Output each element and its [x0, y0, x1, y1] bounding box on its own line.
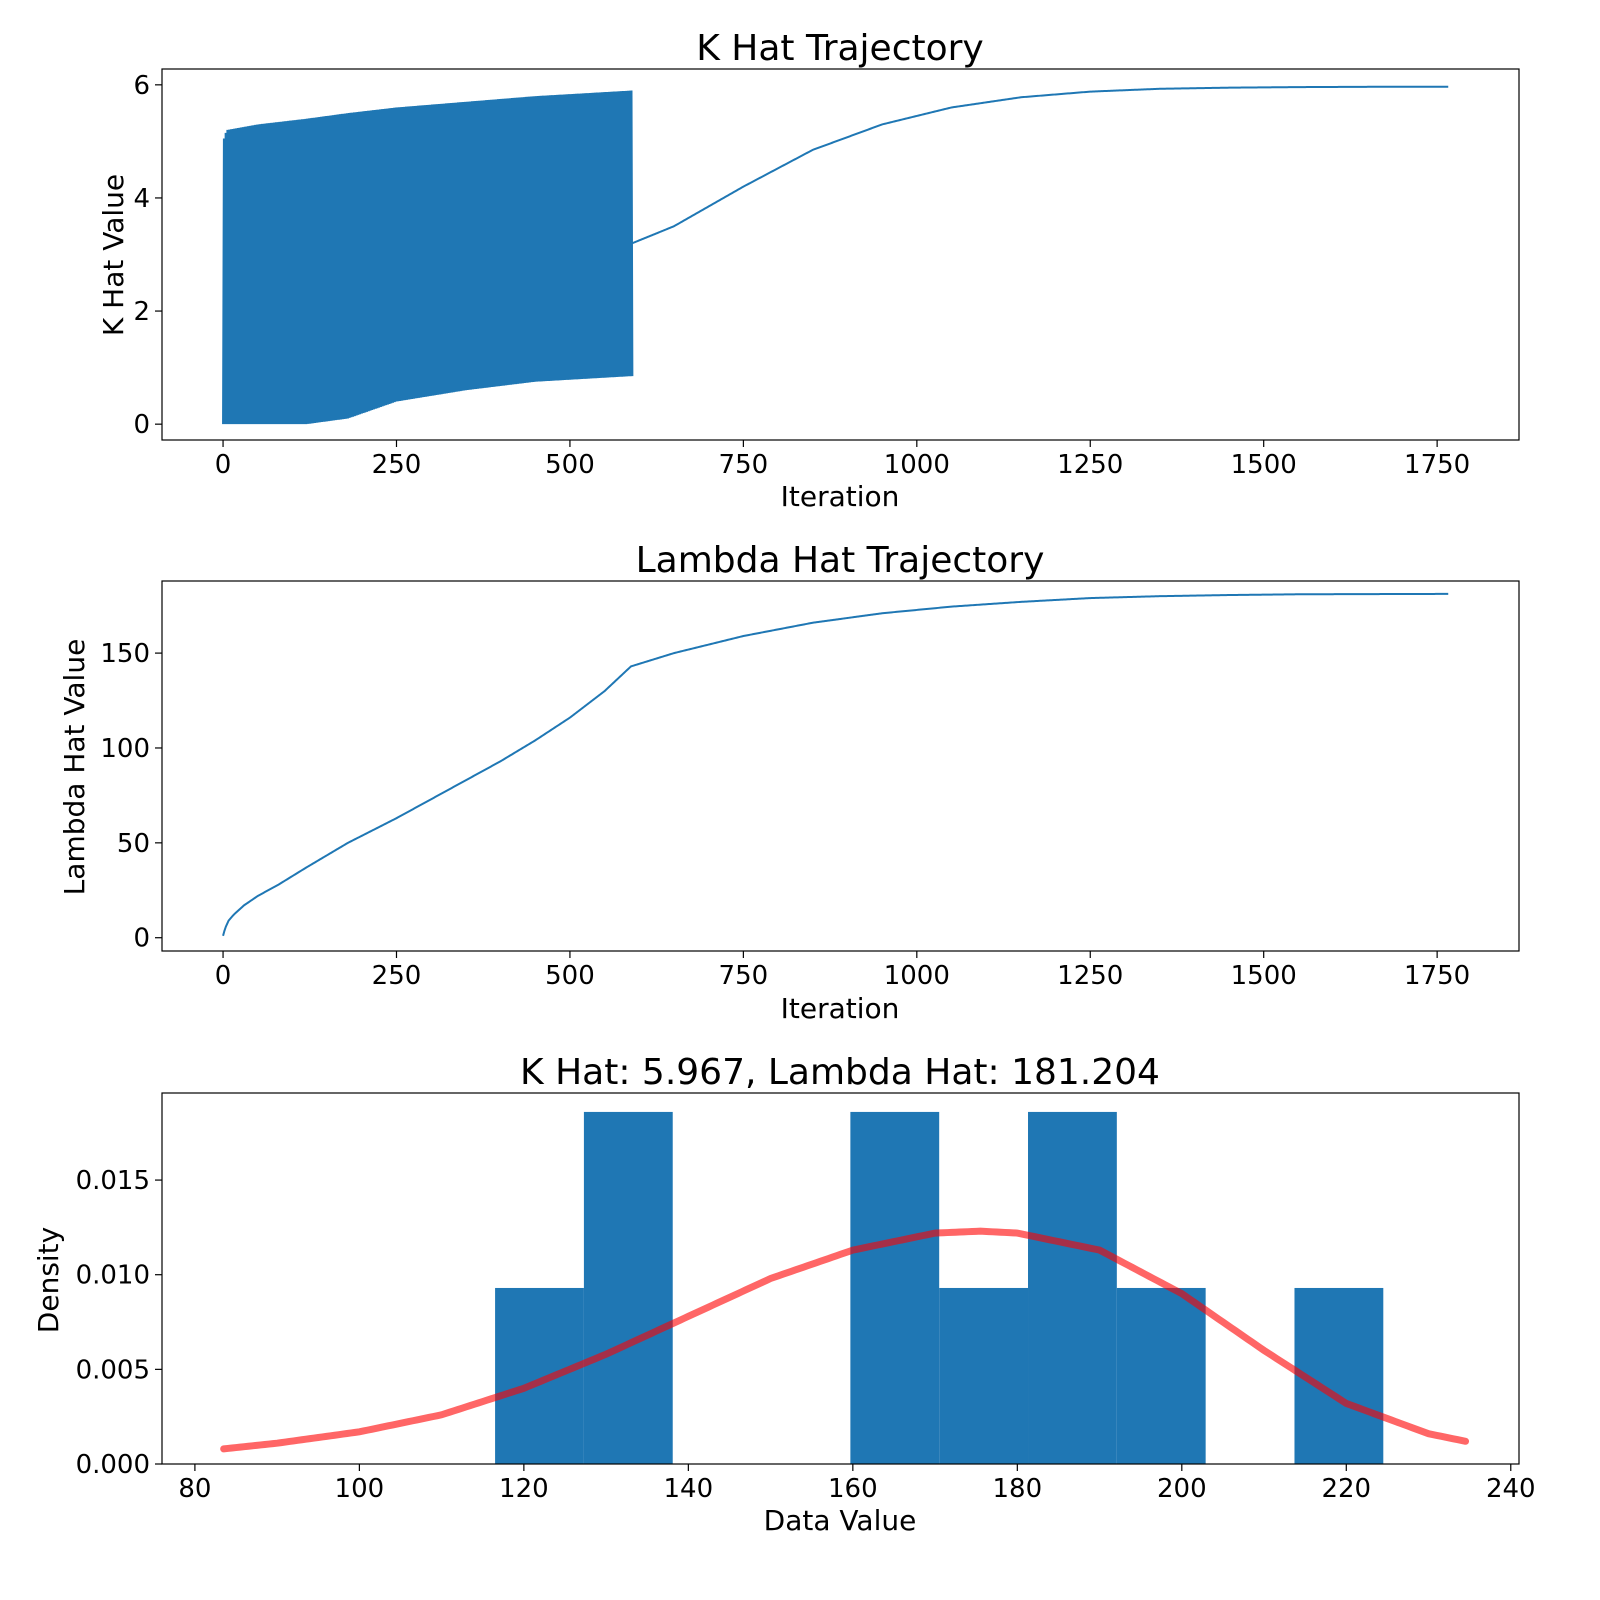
k-hat-y-tick-label: 2	[133, 297, 150, 327]
density-title: K Hat: 5.967, Lambda Hat: 181.204	[520, 1052, 1160, 1093]
lambda-hat-y-axis-label: Lambda Hat Value	[58, 639, 91, 896]
k-hat-x-tick-label: 500	[545, 450, 595, 480]
lambda-hat-series-line	[222, 592, 1449, 937]
k-hat-oscillation-line	[222, 90, 634, 425]
lambda-hat-x-tick-label: 250	[372, 961, 422, 991]
k-hat-axes-frame	[161, 68, 1520, 441]
density-x-tick-label: 180	[993, 1474, 1043, 1504]
k-hat-x-tick-label: 750	[719, 450, 769, 480]
histogram-bar	[850, 1111, 940, 1464]
density-x-tick-label: 200	[1157, 1474, 1207, 1504]
density-histogram-panel: K Hat: 5.967, Lambda Hat: 181.204 Data V…	[32, 1052, 1536, 1537]
lambda-hat-x-tick-label: 1000	[884, 961, 950, 991]
density-x-tick-label: 140	[664, 1474, 714, 1504]
k-hat-x-tick-label: 1250	[1057, 450, 1123, 480]
k-hat-x-tick-label: 250	[372, 450, 422, 480]
lambda-hat-x-tick-label: 500	[545, 961, 595, 991]
density-x-tick-label: 80	[178, 1474, 211, 1504]
lambda-hat-y-tick-label: 50	[117, 829, 150, 859]
histogram-bar	[1116, 1287, 1206, 1464]
density-x-tick-label: 220	[1321, 1474, 1371, 1504]
lambda-hat-trajectory-panel: Lambda Hat Trajectory Iteration Lambda H…	[58, 540, 1520, 1025]
k-hat-x-axis-label: Iteration	[781, 480, 900, 513]
lambda-hat-x-tick-label: 1750	[1404, 961, 1470, 991]
k-hat-y-axis-label: K Hat Value	[97, 174, 130, 336]
density-y-tick-label: 0.015	[76, 1166, 150, 1196]
density-x-axis-label: Data Value	[764, 1504, 917, 1537]
lambda-hat-plot-marks	[222, 592, 1449, 937]
histogram-bar	[939, 1287, 1029, 1464]
k-hat-y-tick-label: 4	[133, 184, 150, 214]
lambda-hat-title: Lambda Hat Trajectory	[636, 540, 1045, 581]
lambda-hat-y-tick-label: 0	[133, 924, 150, 954]
k-hat-y-tick-label: 6	[133, 71, 150, 101]
k-hat-x-tick-label: 0	[215, 450, 232, 480]
k-hat-y-tick-label: 0	[133, 410, 150, 440]
k-hat-title: K Hat Trajectory	[696, 28, 984, 69]
lambda-hat-x-tick-label: 0	[215, 961, 232, 991]
histogram-bar	[1028, 1111, 1117, 1464]
k-hat-x-tick-label: 1000	[884, 450, 950, 480]
density-axes-frame	[161, 1092, 1520, 1465]
lambda-hat-x-axis-label: Iteration	[781, 992, 900, 1025]
density-plot-marks	[220, 1111, 1470, 1464]
lambda-hat-axes-frame	[161, 580, 1520, 952]
pdf-curve-line	[220, 1227, 1470, 1453]
k-hat-x-tick-label: 1750	[1404, 450, 1470, 480]
density-x-tick-label: 120	[499, 1474, 549, 1504]
density-x-tick-label: 240	[1486, 1474, 1536, 1504]
density-y-axis-label: Density	[32, 1227, 65, 1333]
lambda-hat-y-tick-label: 100	[100, 734, 150, 764]
k-hat-x-tick-label: 1500	[1231, 450, 1297, 480]
lambda-hat-y-tick-label: 150	[100, 639, 150, 669]
density-y-tick-label: 0.010	[76, 1261, 150, 1291]
k-hat-plot-marks	[222, 85, 1449, 425]
density-y-tick-label: 0.005	[76, 1355, 150, 1385]
k-hat-convergence-line	[631, 85, 1449, 245]
density-x-tick-label: 160	[828, 1474, 878, 1504]
histogram-bar	[495, 1287, 584, 1464]
lambda-hat-x-tick-label: 1250	[1057, 961, 1123, 991]
density-y-tick-label: 0.000	[76, 1450, 150, 1480]
k-hat-trajectory-panel: K Hat Trajectory Iteration K Hat Value 0…	[97, 28, 1520, 513]
histogram-bar	[583, 1111, 673, 1464]
density-x-tick-label: 100	[335, 1474, 385, 1504]
lambda-hat-x-tick-label: 1500	[1231, 961, 1297, 991]
lambda-hat-x-tick-label: 750	[719, 961, 769, 991]
